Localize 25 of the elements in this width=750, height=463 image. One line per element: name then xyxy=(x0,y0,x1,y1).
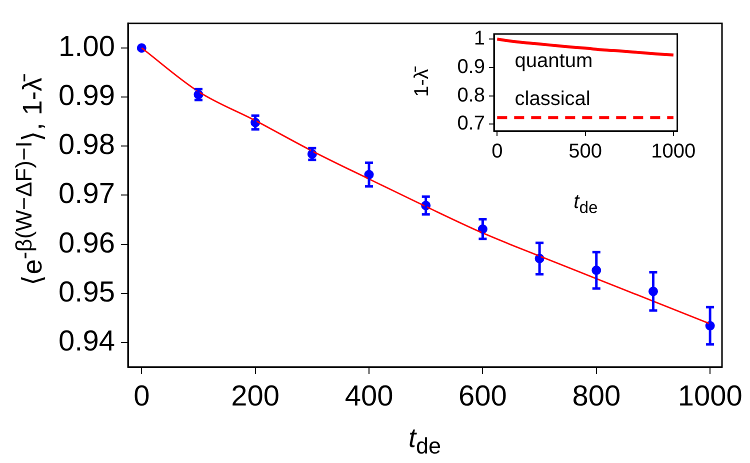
y-tick-label: 0.94 xyxy=(58,325,115,358)
x-axis-title: t$_{de}$ xyxy=(574,191,598,217)
series-label: quantum xyxy=(514,50,593,72)
series-label: classical xyxy=(514,88,590,110)
x-tick-label: 400 xyxy=(344,380,394,412)
y-tick-label: 1.00 xyxy=(58,30,115,63)
y-tick-label: 0.96 xyxy=(58,227,115,260)
y-tick-label: 1 xyxy=(474,28,485,50)
x-tick-label: 800 xyxy=(572,380,621,412)
y-tick-label: 0.8 xyxy=(457,84,485,106)
x-tick-label: 200 xyxy=(231,380,280,412)
y-tick-label: 0.98 xyxy=(58,129,115,162)
y-axis-title: 1-λ̄ xyxy=(410,68,433,96)
y-tick-label: 0.99 xyxy=(58,80,115,112)
x-tick-label: 500 xyxy=(568,140,602,163)
y-tick-label: 0.95 xyxy=(58,276,115,308)
x-tick-label: 0 xyxy=(134,380,150,412)
y-tick-label: 0.9 xyxy=(457,56,485,78)
x-tick-label: 600 xyxy=(458,380,507,412)
x-tick-label: 0 xyxy=(492,140,503,163)
y-tick-label: 0.7 xyxy=(457,112,485,135)
x-tick-label: 1000 xyxy=(678,380,742,412)
x-axis-title: t$_{de}$ xyxy=(408,423,442,458)
y-tick-label: 0.97 xyxy=(58,178,115,210)
x-tick-label: 1000 xyxy=(651,140,696,163)
